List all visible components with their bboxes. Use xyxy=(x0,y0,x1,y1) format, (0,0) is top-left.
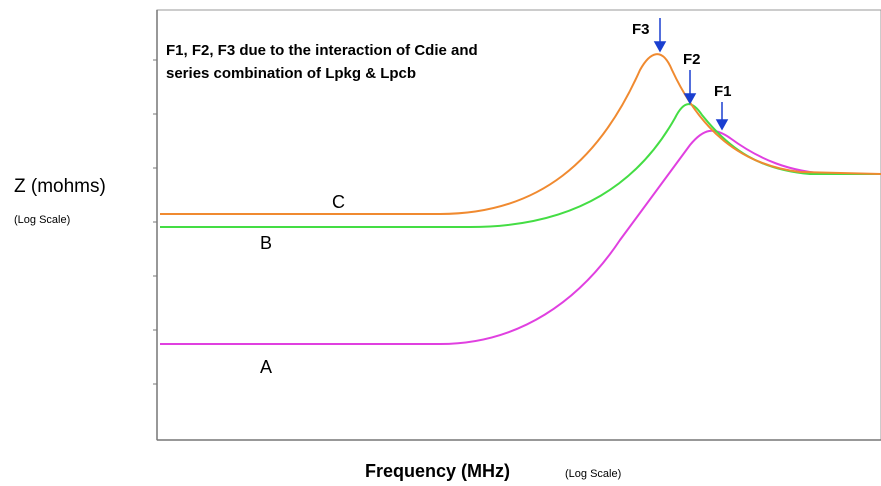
curve-c xyxy=(160,53,881,215)
y-axis-scale: (Log Scale) xyxy=(14,214,70,226)
curve-label: C xyxy=(332,192,345,212)
annotation: series combination of Lpkg & Lpcb xyxy=(166,65,416,82)
x-axis-scale: (Log Scale) xyxy=(565,468,621,480)
peak-arrows xyxy=(653,18,729,131)
y-axis-label: Z (mohms) xyxy=(14,176,106,197)
curve-label: B xyxy=(260,233,272,253)
y-axis-ticks xyxy=(153,59,157,385)
peak-label: F3 xyxy=(632,21,650,38)
curve-label: A xyxy=(260,357,272,377)
curve-a xyxy=(160,129,881,345)
peak-label: F1 xyxy=(714,83,732,100)
x-axis-label: Frequency (MHz) xyxy=(365,461,510,481)
peak-label: F2 xyxy=(683,51,701,68)
annotation: F1, F2, F3 due to the interaction of Cdi… xyxy=(166,42,478,59)
